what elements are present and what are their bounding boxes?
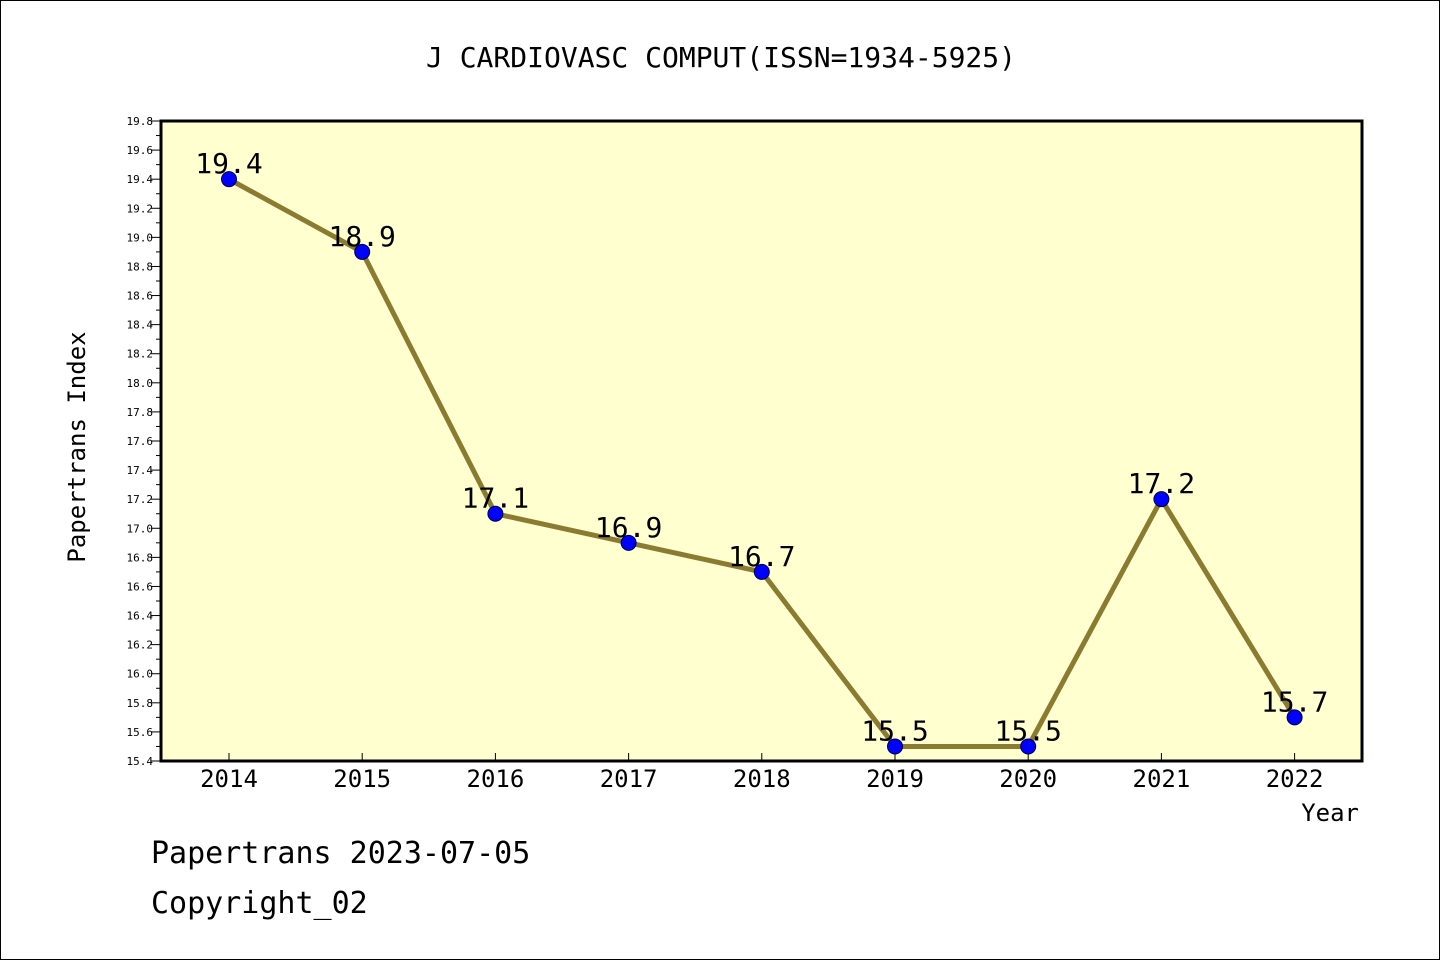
y-tick-label: 16.8 bbox=[127, 551, 154, 564]
data-label: 16.9 bbox=[595, 511, 662, 544]
data-point bbox=[887, 738, 903, 755]
y-axis: 15.4 15.6 15.8 16.0 16.2 16.4 16.6 16.8 17.0 17.2… bbox=[127, 115, 161, 768]
y-tick-label: 19.2 bbox=[127, 202, 154, 215]
y-tick-label: 16.2 bbox=[127, 639, 154, 652]
y-tick-label: 17.2 bbox=[127, 493, 154, 506]
data-label: 17.1 bbox=[462, 482, 529, 515]
y-tick-label: 18.2 bbox=[127, 348, 154, 361]
x-tick-label: 2018 bbox=[733, 765, 791, 793]
data-label: 15.5 bbox=[994, 714, 1061, 747]
x-tick-label: 2015 bbox=[333, 765, 391, 793]
plot-area bbox=[159, 119, 1364, 763]
y-tick-label: 17.0 bbox=[127, 522, 154, 535]
data-point bbox=[221, 171, 237, 188]
y-tick-label: 17.4 bbox=[127, 464, 154, 477]
y-tick-label: 16.6 bbox=[127, 580, 154, 593]
y-tick-label: 19.4 bbox=[127, 173, 154, 186]
y-tick-label: 15.6 bbox=[127, 726, 154, 739]
data-label: 15.5 bbox=[861, 714, 928, 747]
data-label: 17.2 bbox=[1128, 467, 1195, 500]
y-tick-label: 17.8 bbox=[127, 406, 154, 419]
x-tick-label: 2020 bbox=[999, 765, 1057, 793]
y-tick-label: 18.6 bbox=[127, 290, 154, 303]
data-label: 16.7 bbox=[728, 540, 795, 573]
y-tick-label: 16.0 bbox=[127, 668, 154, 681]
data-label: 15.7 bbox=[1261, 685, 1328, 718]
y-tick-label: 17.6 bbox=[127, 435, 154, 448]
y-tick-label: 15.8 bbox=[127, 697, 154, 710]
data-point bbox=[1020, 738, 1037, 755]
x-tick-label: 2021 bbox=[1133, 765, 1191, 793]
data-point bbox=[487, 505, 504, 522]
y-tick-label: 19.6 bbox=[127, 144, 154, 157]
data-label: 18.9 bbox=[328, 220, 395, 253]
y-tick-label: 18.8 bbox=[127, 260, 154, 273]
series-layer: 19.4 18.9 17.1 16.9 16.7 15.5 15.5 17.2 15.7 bbox=[195, 147, 1328, 755]
data-point bbox=[1286, 709, 1303, 726]
y-axis-label: Papertrans Index bbox=[63, 331, 91, 562]
y-tick-label: 15.4 bbox=[127, 755, 154, 768]
data-label: 19.4 bbox=[195, 147, 262, 180]
y-tick-label: 18.0 bbox=[127, 377, 154, 390]
data-point bbox=[1153, 491, 1170, 508]
y-tick-label: 19.0 bbox=[127, 231, 154, 244]
x-tick-label: 2019 bbox=[866, 765, 924, 793]
x-tick-label: 2014 bbox=[200, 765, 258, 793]
y-tick-label: 18.4 bbox=[127, 319, 154, 332]
y-tick-label: 16.4 bbox=[127, 610, 154, 623]
x-tick-label: 2022 bbox=[1266, 765, 1324, 793]
x-tick-label: 2017 bbox=[600, 765, 658, 793]
x-axis: 2014 2015 2016 2017 2018 2019 2020 2021 2022 bbox=[200, 753, 1323, 793]
data-point bbox=[620, 534, 637, 551]
x-tick-label: 2016 bbox=[467, 765, 525, 793]
y-tick-label: 19.8 bbox=[127, 115, 154, 128]
footer-copyright: Copyright_02 bbox=[151, 886, 368, 921]
x-axis-label: Year bbox=[1301, 799, 1359, 827]
footer-date: Papertrans 2023-07-05 bbox=[151, 836, 531, 871]
data-point bbox=[753, 563, 770, 580]
data-point bbox=[354, 243, 371, 260]
chart-title: J CARDIOVASC COMPUT(ISSN=1934-5925) bbox=[426, 41, 1016, 74]
